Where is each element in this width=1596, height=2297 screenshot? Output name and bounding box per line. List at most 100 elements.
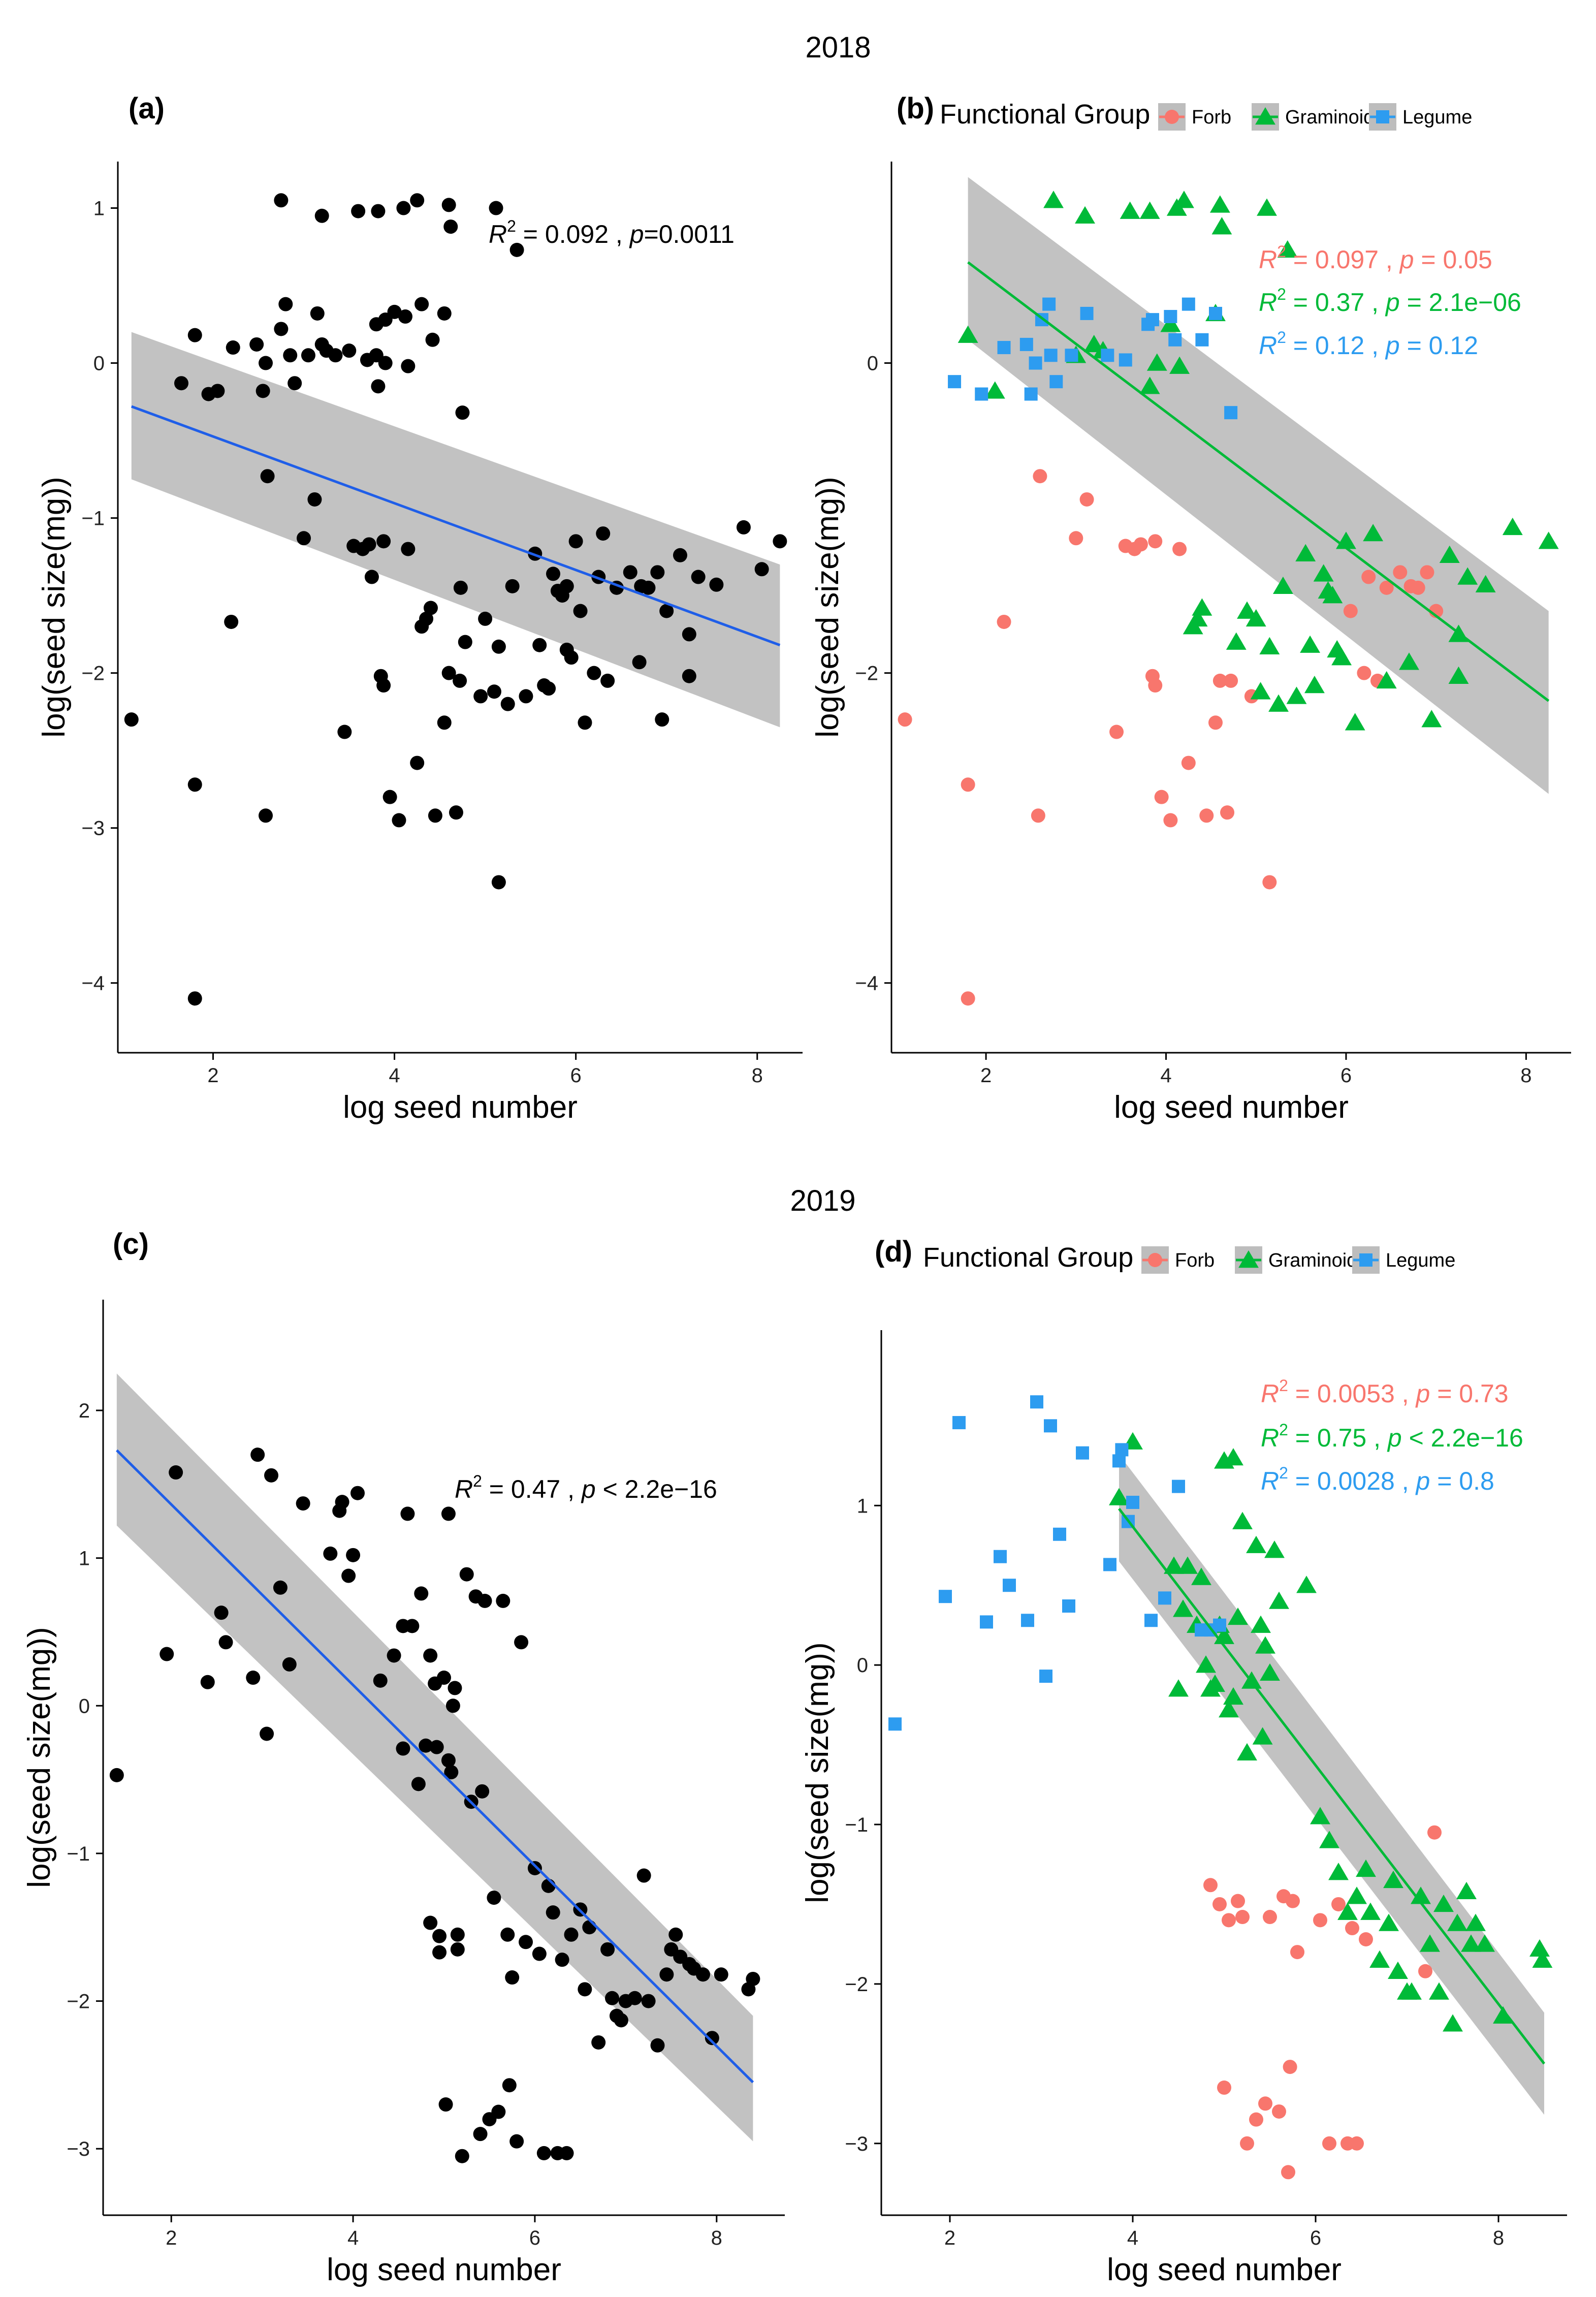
r2-superscript: 2 <box>1277 328 1286 347</box>
data-point-graminoid <box>1296 1576 1317 1593</box>
data-point-forb <box>1290 1945 1304 1960</box>
data-point <box>250 1448 265 1462</box>
data-point <box>475 1784 490 1799</box>
data-point-legume <box>1076 1446 1089 1460</box>
data-point <box>405 1619 420 1633</box>
confidence-band <box>131 332 780 728</box>
legend-label: Forb <box>1175 1250 1215 1271</box>
data-point <box>641 1994 656 2008</box>
data-point <box>591 2035 606 2050</box>
data-point <box>246 1671 261 1685</box>
stat-annotation: R2 = 0.092 , p=0.0011 <box>489 217 735 248</box>
data-point <box>746 1971 760 1986</box>
p-value: < 2.2e−16 <box>1402 1424 1523 1452</box>
data-point <box>559 2146 574 2160</box>
data-point <box>378 356 393 370</box>
data-point <box>159 1647 174 1661</box>
data-point-forb <box>1208 715 1223 730</box>
data-point <box>259 356 273 370</box>
data-point-legume <box>980 1615 993 1629</box>
data-point <box>278 297 293 311</box>
confidence-band <box>968 177 1549 794</box>
data-point <box>351 204 366 218</box>
r2-value: = 0.097 , <box>1286 245 1400 274</box>
data-point-forb <box>961 777 975 792</box>
data-point <box>282 1657 297 1672</box>
data-point-forb <box>1345 1921 1359 1936</box>
data-point <box>310 306 325 321</box>
data-point <box>673 548 687 562</box>
data-point <box>536 2146 551 2160</box>
data-point <box>337 725 352 739</box>
data-point-forb <box>1181 756 1196 770</box>
data-point-graminoid <box>1376 671 1397 689</box>
data-point-graminoid <box>1250 682 1271 700</box>
data-point-graminoid <box>1443 2014 1463 2032</box>
data-point-forb <box>1224 673 1238 688</box>
data-point <box>419 611 434 626</box>
data-point-graminoid <box>1223 1687 1243 1705</box>
data-point <box>444 1765 459 1780</box>
x-tick-label: 6 <box>529 2227 540 2249</box>
data-point-legume <box>1115 1443 1129 1457</box>
data-point <box>564 650 579 665</box>
data-point-graminoid <box>1529 1939 1550 1957</box>
r2-superscript: 2 <box>1279 1421 1288 1439</box>
data-point <box>437 306 452 321</box>
data-point-legume <box>1021 1614 1034 1627</box>
y-tick-label: −2 <box>81 663 105 685</box>
data-point-graminoid <box>1322 586 1343 604</box>
data-point <box>587 666 601 680</box>
data-point-graminoid <box>1251 1615 1271 1633</box>
p-symbol: p <box>1385 331 1400 360</box>
data-point <box>559 579 574 593</box>
data-point-legume <box>952 1416 966 1430</box>
data-point <box>477 1593 492 1608</box>
p-symbol: p <box>629 220 644 248</box>
data-point-graminoid <box>1168 1679 1189 1697</box>
p-symbol: p <box>1385 288 1400 317</box>
data-point-graminoid <box>1328 1863 1349 1880</box>
data-point <box>288 376 302 391</box>
data-point <box>373 1673 388 1688</box>
regression-line <box>116 1449 754 2084</box>
y-tick-label: −1 <box>81 508 105 530</box>
data-point-graminoid <box>1120 201 1140 219</box>
data-point-graminoid <box>1399 652 1419 670</box>
data-point <box>496 1593 510 1608</box>
year-title-2019: 2019 <box>790 1184 855 1217</box>
data-point-graminoid <box>1300 635 1321 653</box>
data-point <box>478 611 493 626</box>
data-point-graminoid <box>1448 666 1469 684</box>
data-point <box>546 1905 560 1920</box>
data-point <box>487 684 501 699</box>
data-point <box>264 1468 279 1483</box>
data-point <box>453 673 467 688</box>
data-point-legume <box>1003 1579 1016 1592</box>
data-point <box>500 697 515 711</box>
data-point <box>396 201 411 215</box>
y-axis-title: log(seed size(mg)) <box>37 477 72 737</box>
data-point-forb <box>1033 469 1047 484</box>
data-point <box>414 1586 429 1601</box>
data-point <box>754 562 769 577</box>
y-tick-label: −3 <box>67 2138 90 2160</box>
y-tick-label: 2 <box>79 1400 90 1422</box>
p-value: =0.0011 <box>644 220 735 248</box>
data-point-forb <box>1222 1913 1236 1928</box>
data-point-graminoid <box>1257 198 1277 216</box>
data-point-forb <box>1199 808 1214 823</box>
y-tick-label: 1 <box>79 1548 90 1570</box>
data-point-graminoid <box>1259 637 1280 654</box>
data-point-legume <box>1224 406 1238 420</box>
data-point-graminoid <box>1205 1674 1225 1692</box>
legend-key-marker <box>1255 107 1275 125</box>
x-tick-label: 8 <box>1520 1064 1531 1087</box>
data-point-graminoid <box>1532 1950 1553 1968</box>
stat-annotation: R2 = 0.75 , p < 2.2e−16 <box>1261 1421 1523 1452</box>
data-point <box>573 604 588 618</box>
data-point <box>401 542 416 556</box>
data-point-forb <box>1262 875 1277 890</box>
data-point <box>614 2013 628 2028</box>
data-point-graminoid <box>1209 195 1230 213</box>
